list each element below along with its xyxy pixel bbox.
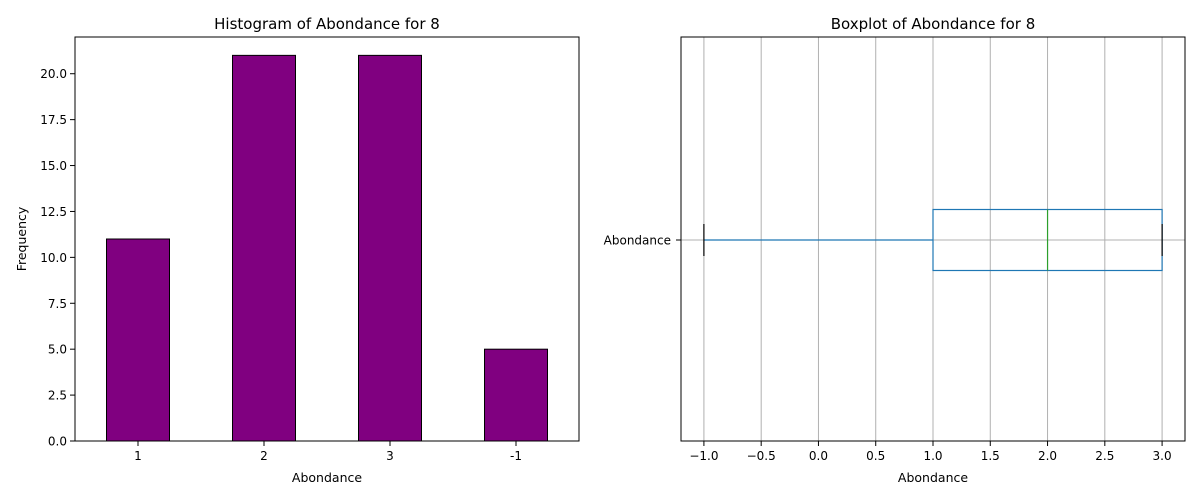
boxplot-x-tick-label: 1.0 [923,449,942,463]
boxplot-x-tick-label: 1.5 [981,449,1000,463]
boxplot-x-tick-label: 0.0 [809,449,828,463]
histogram-x-ticks: 1 2 3 -1 [134,441,522,463]
histogram-bar [106,238,170,442]
histogram-bar [358,54,422,442]
boxplot-x-tick-label: 2.0 [1038,449,1057,463]
histogram-bars [106,54,548,442]
boxplot-x-tick-label: −0.5 [747,449,776,463]
histogram-bar [484,348,548,442]
boxplot-x-tick-label: 0.5 [866,449,885,463]
histogram-x-tick-label: 3 [386,449,394,463]
histogram-x-tick-label: 1 [134,449,142,463]
boxplot-x-label: Abondance [898,470,968,485]
histogram-x-label: Abondance [292,470,362,485]
boxplot-title: Boxplot of Abondance for 8 [831,15,1036,33]
histogram-panel: Histogram of Abondance for 8 0.0 2.5 5.0 7.… [14,15,580,485]
histogram-y-tick-label: 2.5 [48,389,67,403]
boxplot-x-ticks: −1.0 −0.5 0.0 0.5 1.0 1.5 2.0 2.5 3.0 [689,441,1172,463]
boxplot-x-tick-label: −1.0 [689,449,718,463]
histogram-y-tick-label: 12.5 [40,205,67,219]
boxplot-x-tick-label: 3.0 [1153,449,1172,463]
histogram-y-tick-label: 5.0 [48,343,67,357]
boxplot-panel: Boxplot of Abondance for 8 −1.0 −0.5 0.0 0.… [604,15,1186,485]
histogram-y-label: Frequency [14,206,29,271]
histogram-title: Histogram of Abondance for 8 [214,15,440,33]
histogram-y-tick-label: 7.5 [48,297,67,311]
histogram-y-tick-label: 15.0 [40,159,67,173]
histogram-x-tick-label: 2 [260,449,268,463]
boxplot-body [703,208,1163,272]
boxplot-x-tick-label: 2.5 [1095,449,1114,463]
histogram-y-tick-label: 20.0 [40,67,67,81]
histogram-y-ticks: 0.0 2.5 5.0 7.5 10.0 12.5 15.0 17.5 20.0 [40,67,75,449]
histogram-y-tick-label: 10.0 [40,251,67,265]
histogram-bar [232,54,296,442]
boxplot-category-label: Abondance [604,234,671,248]
histogram-y-tick-label: 0.0 [48,435,67,449]
histogram-frame [74,36,580,442]
histogram-x-tick-label: -1 [510,449,522,463]
histogram-y-tick-label: 17.5 [40,113,67,127]
